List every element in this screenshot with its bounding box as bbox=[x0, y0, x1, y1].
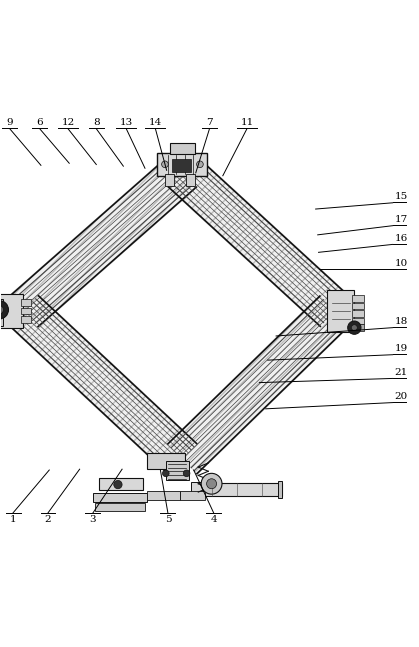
Circle shape bbox=[162, 161, 168, 168]
Circle shape bbox=[114, 481, 122, 488]
Circle shape bbox=[352, 325, 357, 331]
Text: 7: 7 bbox=[206, 118, 213, 127]
Bar bbox=[0, 294, 23, 327]
Circle shape bbox=[163, 470, 169, 477]
Bar bbox=[203, 483, 282, 496]
Text: 15: 15 bbox=[395, 192, 408, 201]
Bar bbox=[95, 503, 145, 510]
Bar bbox=[191, 481, 207, 492]
Text: 4: 4 bbox=[210, 514, 217, 523]
Bar bbox=[147, 491, 180, 500]
Circle shape bbox=[0, 301, 8, 319]
Polygon shape bbox=[10, 155, 197, 327]
Circle shape bbox=[197, 161, 203, 168]
Bar bbox=[170, 143, 195, 154]
Bar bbox=[352, 303, 364, 309]
Text: 21: 21 bbox=[395, 367, 408, 377]
Text: 20: 20 bbox=[395, 392, 408, 401]
Bar bbox=[99, 478, 143, 490]
Bar bbox=[186, 175, 195, 186]
Bar bbox=[0, 298, 3, 325]
Bar bbox=[352, 310, 364, 317]
Text: 1: 1 bbox=[10, 514, 16, 523]
Text: 5: 5 bbox=[165, 514, 171, 523]
Text: 2: 2 bbox=[45, 514, 51, 523]
Bar bbox=[352, 318, 364, 324]
Bar bbox=[352, 324, 364, 331]
Text: 8: 8 bbox=[93, 118, 100, 127]
Text: 13: 13 bbox=[120, 118, 133, 127]
Bar bbox=[93, 493, 147, 503]
Text: 3: 3 bbox=[90, 514, 96, 523]
Text: 6: 6 bbox=[36, 118, 43, 127]
Bar bbox=[158, 153, 207, 176]
Bar bbox=[165, 175, 174, 186]
Polygon shape bbox=[10, 295, 197, 475]
Bar bbox=[180, 491, 205, 500]
Text: 16: 16 bbox=[395, 234, 408, 243]
Bar bbox=[21, 308, 31, 314]
Bar bbox=[172, 159, 191, 171]
Bar bbox=[21, 300, 31, 306]
Bar bbox=[327, 291, 354, 332]
Circle shape bbox=[0, 305, 3, 314]
Bar bbox=[352, 295, 364, 302]
Bar bbox=[21, 316, 31, 323]
Text: 12: 12 bbox=[61, 118, 75, 127]
Bar bbox=[166, 461, 189, 479]
Text: 9: 9 bbox=[6, 118, 13, 127]
Bar bbox=[278, 481, 282, 498]
Text: 14: 14 bbox=[149, 118, 162, 127]
Circle shape bbox=[348, 321, 361, 334]
Polygon shape bbox=[167, 296, 349, 474]
Text: 18: 18 bbox=[395, 317, 408, 326]
Polygon shape bbox=[168, 156, 349, 327]
Circle shape bbox=[201, 474, 222, 494]
Bar bbox=[147, 452, 184, 469]
Circle shape bbox=[207, 479, 217, 488]
Circle shape bbox=[183, 470, 190, 477]
Text: 11: 11 bbox=[241, 118, 253, 127]
Text: 10: 10 bbox=[395, 259, 408, 268]
Text: 19: 19 bbox=[395, 344, 408, 353]
Text: 17: 17 bbox=[395, 215, 408, 224]
